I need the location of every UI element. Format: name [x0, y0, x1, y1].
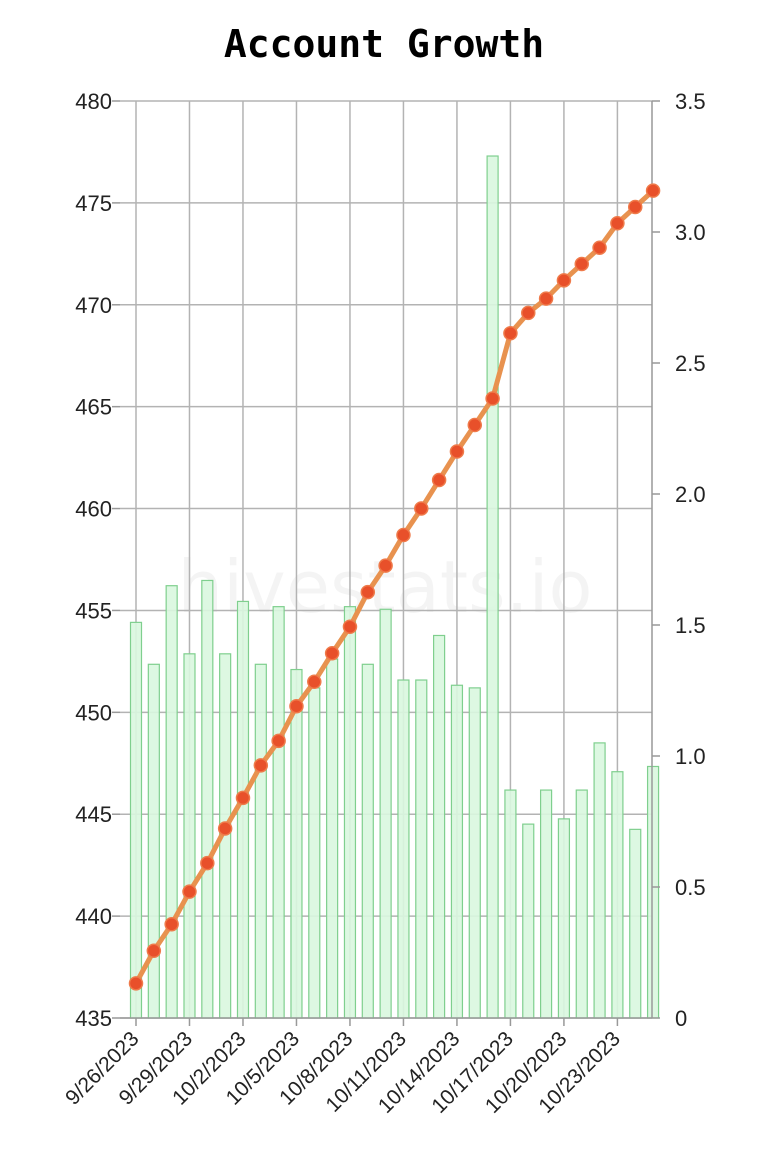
line-point: [146, 943, 162, 959]
line-point: [128, 976, 144, 991]
line-point: [289, 698, 304, 714]
line-point: [271, 733, 286, 749]
bar: [147, 663, 160, 1019]
line-point: [538, 291, 554, 306]
line-point: [431, 472, 447, 488]
bar: [183, 653, 196, 1019]
bar: [415, 679, 428, 1019]
line-point: [200, 855, 215, 871]
y-left-tick-label: 440: [75, 904, 112, 929]
y-right-tick-label: 0: [675, 1006, 687, 1031]
line-point: [378, 558, 393, 573]
line-point: [592, 240, 607, 255]
line-point: [182, 884, 197, 899]
line-point: [645, 183, 661, 198]
line-point: [164, 917, 179, 932]
line-point: [503, 326, 518, 341]
y-left-tick-label: 460: [75, 497, 112, 522]
line-point: [414, 501, 429, 516]
bar: [504, 789, 517, 1019]
bar: [539, 789, 553, 1019]
line-point: [396, 527, 411, 543]
bar: [397, 679, 410, 1019]
y-left-tick-label: 465: [75, 395, 112, 420]
y-right-tick-label: 1.5: [675, 613, 706, 638]
line-point: [627, 199, 643, 215]
y-left-tick-label: 480: [75, 89, 112, 114]
y-left-tick-label: 450: [75, 700, 112, 725]
y-left-tick-label: 475: [75, 191, 112, 216]
chart-title: Account Growth: [223, 22, 545, 66]
line-point: [342, 619, 358, 634]
bar: [129, 621, 143, 1019]
bar: [629, 828, 642, 1019]
bar: [557, 818, 571, 1019]
line-point: [574, 256, 589, 272]
line-point: [467, 417, 483, 433]
y-right-tick-label: 1.0: [675, 744, 706, 769]
line-point: [556, 273, 572, 288]
bar: [593, 742, 606, 1019]
y-right-tick-label: 3.5: [675, 89, 706, 114]
bar: [522, 823, 535, 1019]
bar: [468, 687, 481, 1019]
bar: [201, 579, 214, 1019]
bar: [379, 608, 392, 1019]
line-point: [235, 790, 251, 806]
bar: [611, 771, 624, 1019]
line-point: [521, 305, 536, 321]
y-right-tick-label: 2.0: [675, 482, 706, 507]
y-left-tick-label: 470: [75, 293, 112, 318]
bar: [450, 684, 464, 1019]
y-left-tick-label: 435: [75, 1006, 112, 1031]
bar: [254, 663, 267, 1019]
y-right-tick-label: 0.5: [675, 875, 706, 900]
line-point: [449, 444, 465, 459]
line-point: [307, 674, 322, 690]
bar: [433, 634, 446, 1019]
bar: [236, 600, 250, 1019]
y-right-tick-label: 2.5: [675, 351, 706, 376]
y-left-tick-label: 445: [75, 802, 112, 827]
line-point: [217, 821, 233, 836]
bar: [165, 585, 178, 1019]
bar: [326, 658, 339, 1019]
y-right-tick-label: 3.0: [675, 220, 706, 245]
line-point: [253, 758, 269, 773]
bar: [272, 606, 285, 1019]
bar: [343, 606, 357, 1019]
bar: [575, 789, 588, 1019]
bar: [290, 668, 303, 1019]
bar: [646, 765, 660, 1019]
line-point: [610, 216, 625, 231]
line-point: [485, 391, 500, 406]
y-left-tick-label: 455: [75, 598, 112, 623]
bar: [361, 663, 374, 1019]
bar: [308, 687, 321, 1019]
line-point: [324, 645, 340, 661]
line-point: [360, 584, 376, 600]
bar: [486, 155, 499, 1019]
